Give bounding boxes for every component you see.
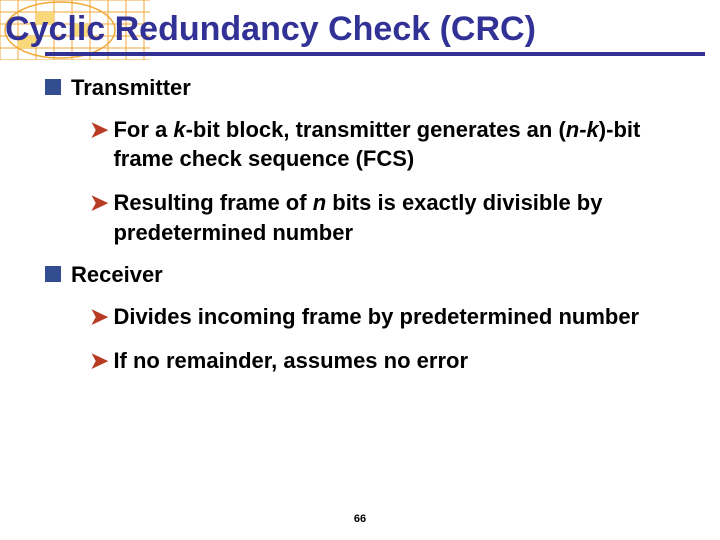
slide-title: Cyclic Redundancy Check (CRC) xyxy=(5,10,715,49)
sub-item: ➤ Resulting frame of n bits is exactly d… xyxy=(90,188,670,247)
arrow-bullet-icon: ➤ xyxy=(90,117,108,143)
bullet-item: Receiver xyxy=(45,261,670,290)
bullet-label: Transmitter xyxy=(71,74,191,103)
sub-item: ➤ Divides incoming frame by predetermine… xyxy=(90,302,670,332)
square-bullet-icon xyxy=(45,266,61,282)
sub-text: Resulting frame of n bits is exactly div… xyxy=(113,188,660,247)
bullet-label: Receiver xyxy=(71,261,163,290)
sub-text: For a k-bit block, transmitter generates… xyxy=(113,115,660,174)
sub-item: ➤ For a k-bit block, transmitter generat… xyxy=(90,115,670,174)
sub-item: ➤ If no remainder, assumes no error xyxy=(90,346,670,376)
arrow-bullet-icon: ➤ xyxy=(90,190,108,216)
bullet-item: Transmitter xyxy=(45,74,670,103)
sub-text: If no remainder, assumes no error xyxy=(113,346,468,376)
arrow-bullet-icon: ➤ xyxy=(90,304,108,330)
sub-text: Divides incoming frame by predetermined … xyxy=(113,302,639,332)
content-area: Transmitter ➤ For a k-bit block, transmi… xyxy=(0,56,720,375)
title-area: Cyclic Redundancy Check (CRC) xyxy=(0,0,720,56)
page-number: 66 xyxy=(354,513,366,525)
arrow-bullet-icon: ➤ xyxy=(90,348,108,374)
title-underline xyxy=(45,52,705,56)
square-bullet-icon xyxy=(45,79,61,95)
